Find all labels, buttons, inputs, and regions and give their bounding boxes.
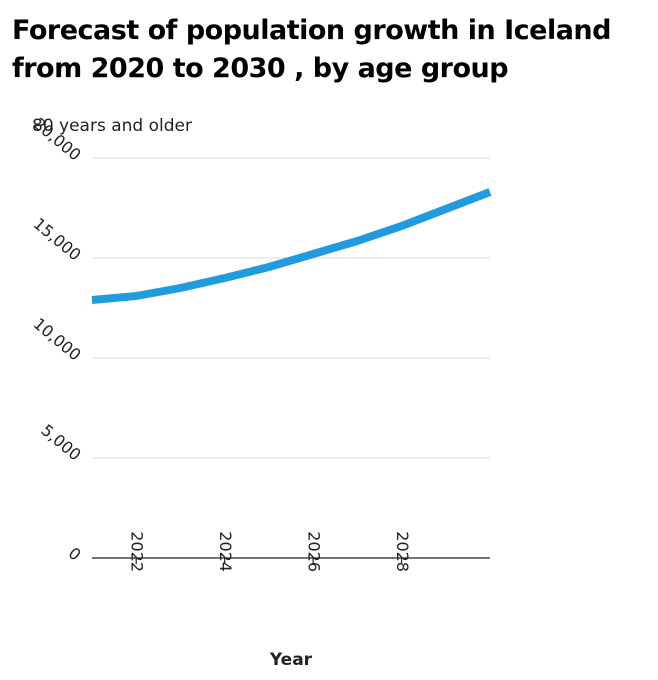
y-tick-label: 15,000: [30, 214, 85, 265]
y-axis-label: 80 years and older: [32, 116, 192, 136]
x-tick-label: 2026: [305, 531, 324, 572]
grid-lines: [92, 157, 490, 459]
series-line: [91, 188, 492, 304]
x-axis-label: Year: [269, 650, 313, 670]
chart-title: Forecast of population growth in Iceland…: [12, 15, 611, 84]
y-tick-label: 10,000: [30, 314, 85, 365]
x-axis-ticks: 2022 2024 2026 2028: [128, 531, 412, 572]
series-group: [91, 188, 492, 304]
x-tick-label: 2022: [128, 531, 147, 572]
x-tick-label: 2028: [393, 531, 412, 572]
y-tick-label: 5,000: [37, 421, 84, 465]
y-tick-label: 0: [65, 543, 85, 564]
x-tick-label: 2024: [216, 531, 235, 572]
